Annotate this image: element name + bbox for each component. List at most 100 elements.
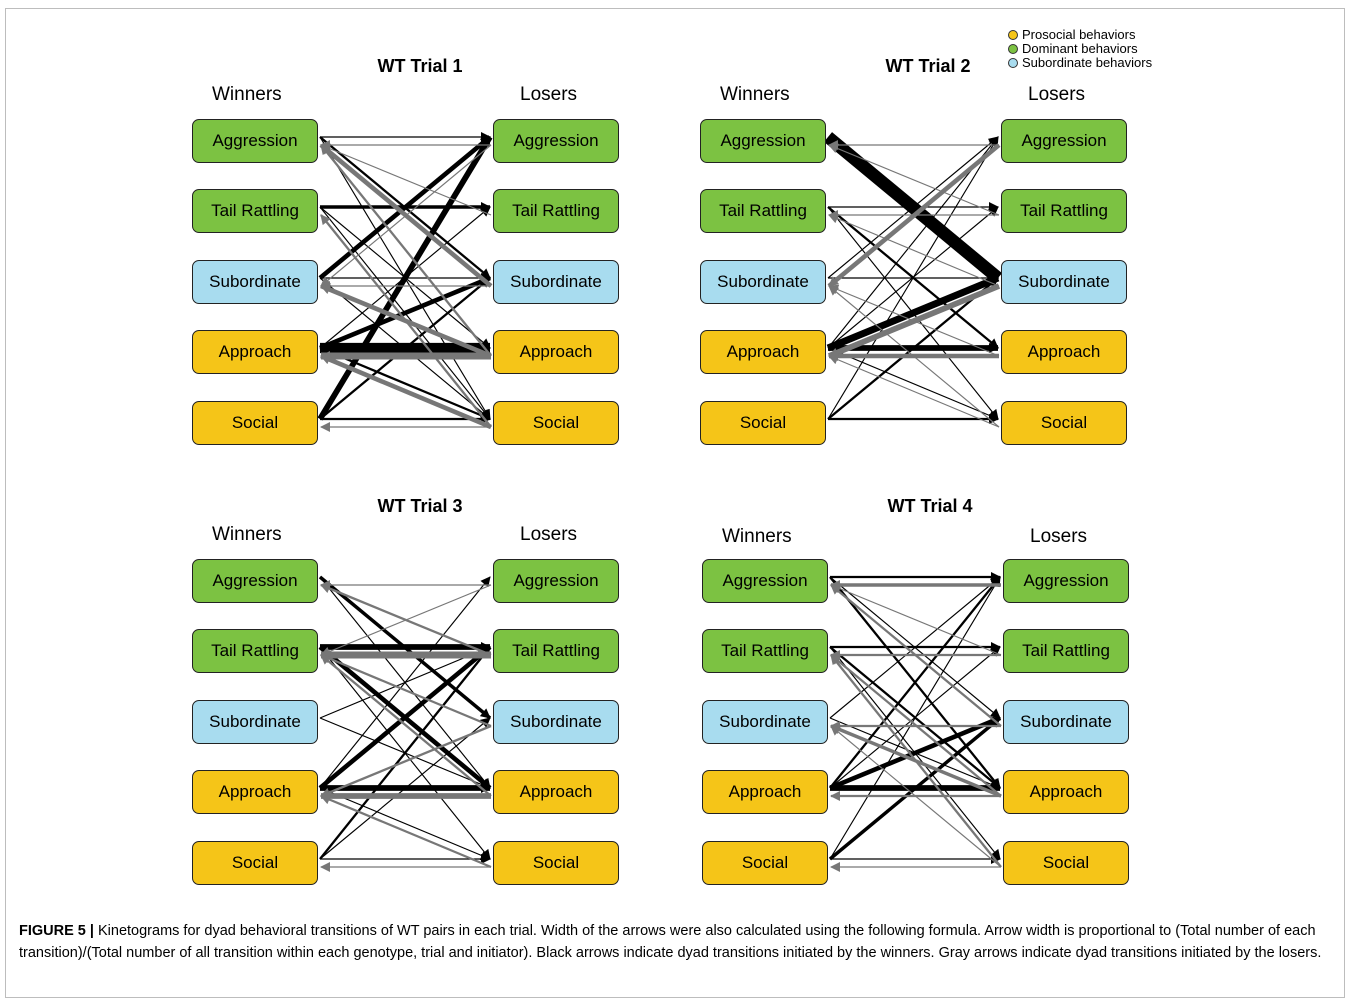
winners-header: Winners — [722, 526, 792, 547]
loser-node-subordinate: Subordinate — [1001, 260, 1127, 304]
transition-arrows — [828, 572, 1002, 872]
loser-node-subordinate: Subordinate — [1003, 700, 1129, 744]
loser-transition-arrow — [320, 654, 492, 797]
winner-transition-arrow — [827, 277, 999, 420]
loser-transition-arrow — [319, 143, 493, 288]
winner-node-social: Social — [700, 401, 826, 445]
winner-node-tail-rattling: Tail Rattling — [700, 189, 826, 233]
loser-node-subordinate: Subordinate — [493, 700, 619, 744]
legend: Prosocial behaviors Dominant behaviors S… — [1008, 28, 1152, 70]
winner-node-tail-rattling: Tail Rattling — [192, 189, 318, 233]
loser-node-tail-rattling: Tail Rattling — [493, 189, 619, 233]
winner-transition-arrow — [827, 136, 999, 420]
winner-transition-arrow — [319, 787, 491, 861]
winner-node-subordinate: Subordinate — [192, 700, 318, 744]
winner-node-aggression: Aggression — [192, 119, 318, 163]
loser-transition-arrow — [320, 794, 492, 869]
transition-arrows — [823, 132, 1003, 428]
kinetogram-panel: WT Trial 1 Winners Losers Aggression Aggr… — [190, 50, 650, 470]
winner-transition-arrow — [319, 275, 491, 351]
winner-transition-arrow — [319, 277, 491, 420]
panel-title: WT Trial 4 — [887, 496, 973, 516]
winner-transition-arrow — [829, 576, 1001, 719]
loser-node-social: Social — [1001, 401, 1127, 445]
loser-transition-arrow — [830, 583, 1002, 656]
figure-frame — [5, 8, 1345, 998]
loser-node-tail-rattling: Tail Rattling — [1003, 629, 1129, 673]
loser-transition-arrow — [320, 214, 492, 428]
legend-label: Subordinate behaviors — [1022, 55, 1153, 70]
loser-transition-arrow — [320, 143, 492, 216]
panel-title: WT Trial 1 — [377, 56, 463, 76]
loser-node-social: Social — [493, 401, 619, 445]
winner-transition-arrow — [827, 136, 999, 279]
loser-transition-arrow — [320, 583, 492, 657]
panel-title: WT Trial 3 — [377, 496, 463, 516]
winner-transition-arrow — [319, 576, 491, 789]
loser-node-tail-rattling: Tail Rattling — [1001, 189, 1127, 233]
winner-transition-arrow — [317, 135, 493, 421]
loser-transition-arrow — [830, 725, 1002, 868]
winner-transition-arrow — [827, 347, 999, 421]
losers-header: Losers — [520, 524, 578, 545]
legend-item: Prosocial behaviors — [1008, 28, 1152, 42]
winner-transition-arrow — [318, 645, 492, 790]
loser-transition-arrow — [828, 213, 1000, 287]
winner-node-approach: Approach — [192, 330, 318, 374]
loser-node-approach: Approach — [1001, 330, 1127, 374]
panel-title: WT Trial 2 — [885, 56, 971, 76]
loser-node-social: Social — [1003, 841, 1129, 885]
winner-node-subordinate: Subordinate — [192, 260, 318, 304]
loser-transition-arrow — [320, 653, 492, 728]
legend-label: Prosocial behaviors — [1022, 27, 1136, 42]
loser-node-aggression: Aggression — [1003, 559, 1129, 603]
loser-node-aggression: Aggression — [493, 119, 619, 163]
winner-node-approach: Approach — [192, 770, 318, 814]
loser-node-subordinate: Subordinate — [493, 260, 619, 304]
loser-node-tail-rattling: Tail Rattling — [493, 629, 619, 673]
kinetogram-panel: WT Trial 2 Winners Losers Aggression Aggr… — [698, 50, 1158, 470]
caption-text: Kinetograms for dyad behavioral transiti… — [19, 923, 1322, 961]
winner-node-subordinate: Subordinate — [702, 700, 828, 744]
legend-item: Dominant behaviors — [1008, 42, 1152, 56]
loser-transition-arrow — [830, 654, 1002, 797]
winner-transition-arrow — [828, 716, 1002, 861]
transition-arrows — [317, 132, 493, 432]
losers-header: Losers — [1030, 526, 1088, 547]
loser-transition-arrow — [828, 143, 1000, 216]
legend-swatch-subordinate — [1008, 58, 1018, 68]
winner-node-approach: Approach — [702, 770, 828, 814]
winner-transition-arrow — [318, 135, 492, 280]
winner-node-subordinate: Subordinate — [700, 260, 826, 304]
loser-transition-arrow — [830, 654, 1002, 868]
winner-node-aggression: Aggression — [702, 559, 828, 603]
loser-node-social: Social — [493, 841, 619, 885]
winner-node-tail-rattling: Tail Rattling — [192, 629, 318, 673]
loser-node-aggression: Aggression — [1001, 119, 1127, 163]
winner-transition-arrow — [829, 715, 1001, 791]
loser-transition-arrow — [828, 285, 1000, 428]
kinetogram-panel: WT Trial 3 Winners Losers Aggression Aggr… — [190, 490, 650, 910]
kinetogram-panel: WT Trial 4 Winners Losers Aggression Aggr… — [700, 490, 1160, 910]
loser-node-approach: Approach — [1003, 770, 1129, 814]
winner-transition-arrow — [319, 717, 491, 860]
transition-arrows — [318, 575, 492, 872]
winners-header: Winners — [212, 524, 282, 545]
winner-node-social: Social — [192, 841, 318, 885]
winner-transition-arrow — [829, 576, 1001, 860]
winner-transition-arrow — [829, 576, 1001, 789]
winner-node-aggression: Aggression — [192, 559, 318, 603]
legend-swatch-prosocial — [1008, 30, 1018, 40]
winner-node-aggression: Aggression — [700, 119, 826, 163]
loser-transition-arrow — [828, 284, 1000, 357]
caption-label: FIGURE 5 | — [19, 923, 94, 939]
winner-transition-arrow — [319, 346, 491, 421]
winner-transition-arrow — [826, 274, 1000, 352]
loser-transition-arrow — [320, 144, 492, 357]
winner-node-social: Social — [702, 841, 828, 885]
winner-node-social: Social — [192, 401, 318, 445]
legend-item: Subordinate behaviors — [1008, 56, 1152, 70]
loser-transition-arrow — [828, 354, 1000, 428]
loser-transition-arrow — [320, 353, 492, 430]
loser-transition-arrow — [830, 584, 1002, 727]
